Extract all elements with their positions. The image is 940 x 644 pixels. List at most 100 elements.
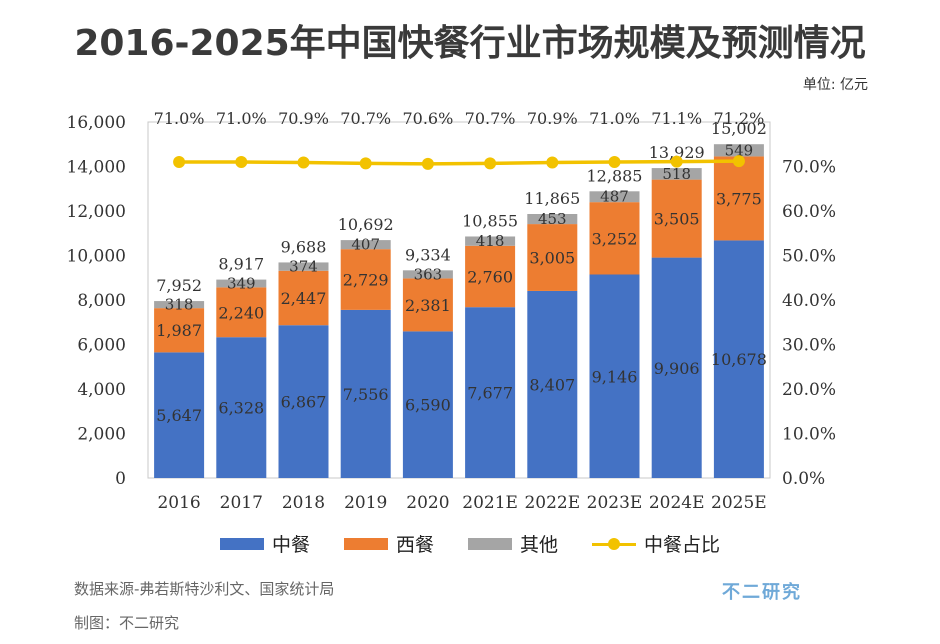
share-label: 70.9% <box>527 109 578 128</box>
data-label-total: 9,334 <box>405 245 451 264</box>
bar-chinese <box>527 290 578 478</box>
bar-other <box>278 262 329 271</box>
data-label-total: 12,885 <box>587 166 643 185</box>
legend-swatch-other <box>468 537 512 550</box>
legend-label-chinese: 中餐 <box>271 534 310 556</box>
bar-other <box>216 279 267 288</box>
data-label-chinese: 9,146 <box>592 367 638 386</box>
bar-chinese <box>402 331 453 478</box>
data-label-total: 8,917 <box>218 255 264 274</box>
data-label-western: 2,760 <box>467 267 513 286</box>
bar-other <box>154 301 205 309</box>
data-label-other: 453 <box>538 210 567 228</box>
data-label-chinese: 5,647 <box>156 406 202 425</box>
y-right-tick-label: 50.0% <box>782 247 836 267</box>
data-label-chinese: 8,407 <box>529 375 575 394</box>
y-left-tick-label: 10,000 <box>67 247 126 267</box>
bar-western <box>402 278 453 332</box>
share-label: 70.7% <box>340 109 391 128</box>
data-label-chinese: 10,678 <box>711 350 767 369</box>
bar-other <box>402 270 453 279</box>
legend-label-other: 其他 <box>520 534 559 556</box>
x-tick-label: 2018 <box>282 493 325 513</box>
bar-chinese <box>340 309 391 478</box>
data-label-total: 13,929 <box>649 143 705 162</box>
y-right-tick-label: 60.0% <box>782 202 836 222</box>
legend-item-other: 其他 <box>468 530 558 557</box>
data-label-western: 2,240 <box>218 303 264 322</box>
x-tick-label: 2024E <box>649 493 705 513</box>
share-point <box>484 157 497 170</box>
y-right-tick-label: 30.0% <box>782 336 836 356</box>
data-label-total: 10,692 <box>338 215 394 234</box>
data-label-chinese: 9,906 <box>654 359 700 378</box>
bar-other <box>589 191 640 203</box>
y-left-tick-label: 6,000 <box>77 336 126 356</box>
bar-other <box>713 144 764 157</box>
x-tick-label: 2025E <box>711 493 767 513</box>
data-label-other: 418 <box>476 232 505 250</box>
y-left-tick-label: 8,000 <box>77 291 126 311</box>
data-label-total: 7,952 <box>156 276 202 295</box>
share-label: 70.7% <box>465 109 516 128</box>
y-right-tick-label: 10.0% <box>782 425 836 445</box>
x-tick-label: 2021E <box>462 493 518 513</box>
legend-swatch-chinese <box>219 537 264 550</box>
data-label-total: 15,002 <box>711 119 767 138</box>
share-point <box>173 156 186 169</box>
unit-label: 单位: 亿元 <box>802 77 868 93</box>
share-point <box>421 157 434 170</box>
data-label-chinese: 6,328 <box>218 399 264 418</box>
y-right-tick-label: 20.0% <box>782 380 836 400</box>
brand-logo: 不二研究 <box>722 582 802 603</box>
data-label-western: 3,252 <box>592 229 638 248</box>
data-label-other: 518 <box>662 165 691 183</box>
legend-swatch-share <box>592 537 637 550</box>
share-point <box>235 156 248 169</box>
plot-frame <box>147 121 771 479</box>
bar-western <box>216 287 267 338</box>
data-label-other: 318 <box>165 296 194 314</box>
y-right-tick-label: 0.0% <box>782 469 825 489</box>
legend-item-western: 西餐 <box>343 530 434 557</box>
y-left-tick-label: 12,000 <box>67 202 126 222</box>
data-label-other: 487 <box>600 188 629 206</box>
share-point <box>297 156 310 169</box>
data-label-total: 9,688 <box>281 237 327 256</box>
made-by-note: 制图：不二研究 <box>74 614 180 632</box>
data-label-chinese: 7,556 <box>343 385 389 404</box>
legend: 中餐 西餐 其他 中餐占比 <box>0 530 940 557</box>
x-tick-label: 2023E <box>587 493 643 513</box>
data-label-chinese: 7,677 <box>467 384 513 403</box>
bar-chinese <box>589 274 640 478</box>
bar-chinese <box>465 307 516 478</box>
y-left-tick-label: 16,000 <box>67 113 126 133</box>
chart-area: 0 2,000 4,000 6,000 8,000 10,000 12,000 14,000 1… <box>67 109 837 513</box>
bar-western <box>713 156 764 241</box>
share-point <box>670 155 683 168</box>
bar-chinese <box>651 257 702 478</box>
data-label-other: 363 <box>414 265 443 283</box>
x-tick-label: 2016 <box>157 493 200 513</box>
bar-chinese <box>278 325 329 478</box>
bar-chinese <box>713 240 764 478</box>
x-tick-label: 2020 <box>406 493 449 513</box>
share-label: 70.9% <box>278 109 329 128</box>
legend-label-western: 西餐 <box>395 534 434 556</box>
chart-title: 2016-2025年中国快餐行业市场规模及预测情况 <box>74 23 866 64</box>
share-line <box>179 159 739 166</box>
bar-western <box>527 224 578 291</box>
data-label-western: 3,775 <box>716 189 762 208</box>
bar-western <box>278 270 329 326</box>
data-label-western: 2,729 <box>343 271 389 290</box>
data-label-western: 1,987 <box>156 321 202 340</box>
share-label: 71.1% <box>651 109 702 128</box>
data-label-chinese: 6,867 <box>281 393 327 412</box>
legend-item-chinese: 中餐 <box>219 530 310 557</box>
bar-other <box>651 168 702 180</box>
x-tick-label: 2017 <box>220 493 263 513</box>
share-label: 71.0% <box>589 109 640 128</box>
data-label-other: 349 <box>227 274 256 292</box>
bar-other <box>465 236 516 246</box>
data-label-western: 2,381 <box>405 296 451 315</box>
